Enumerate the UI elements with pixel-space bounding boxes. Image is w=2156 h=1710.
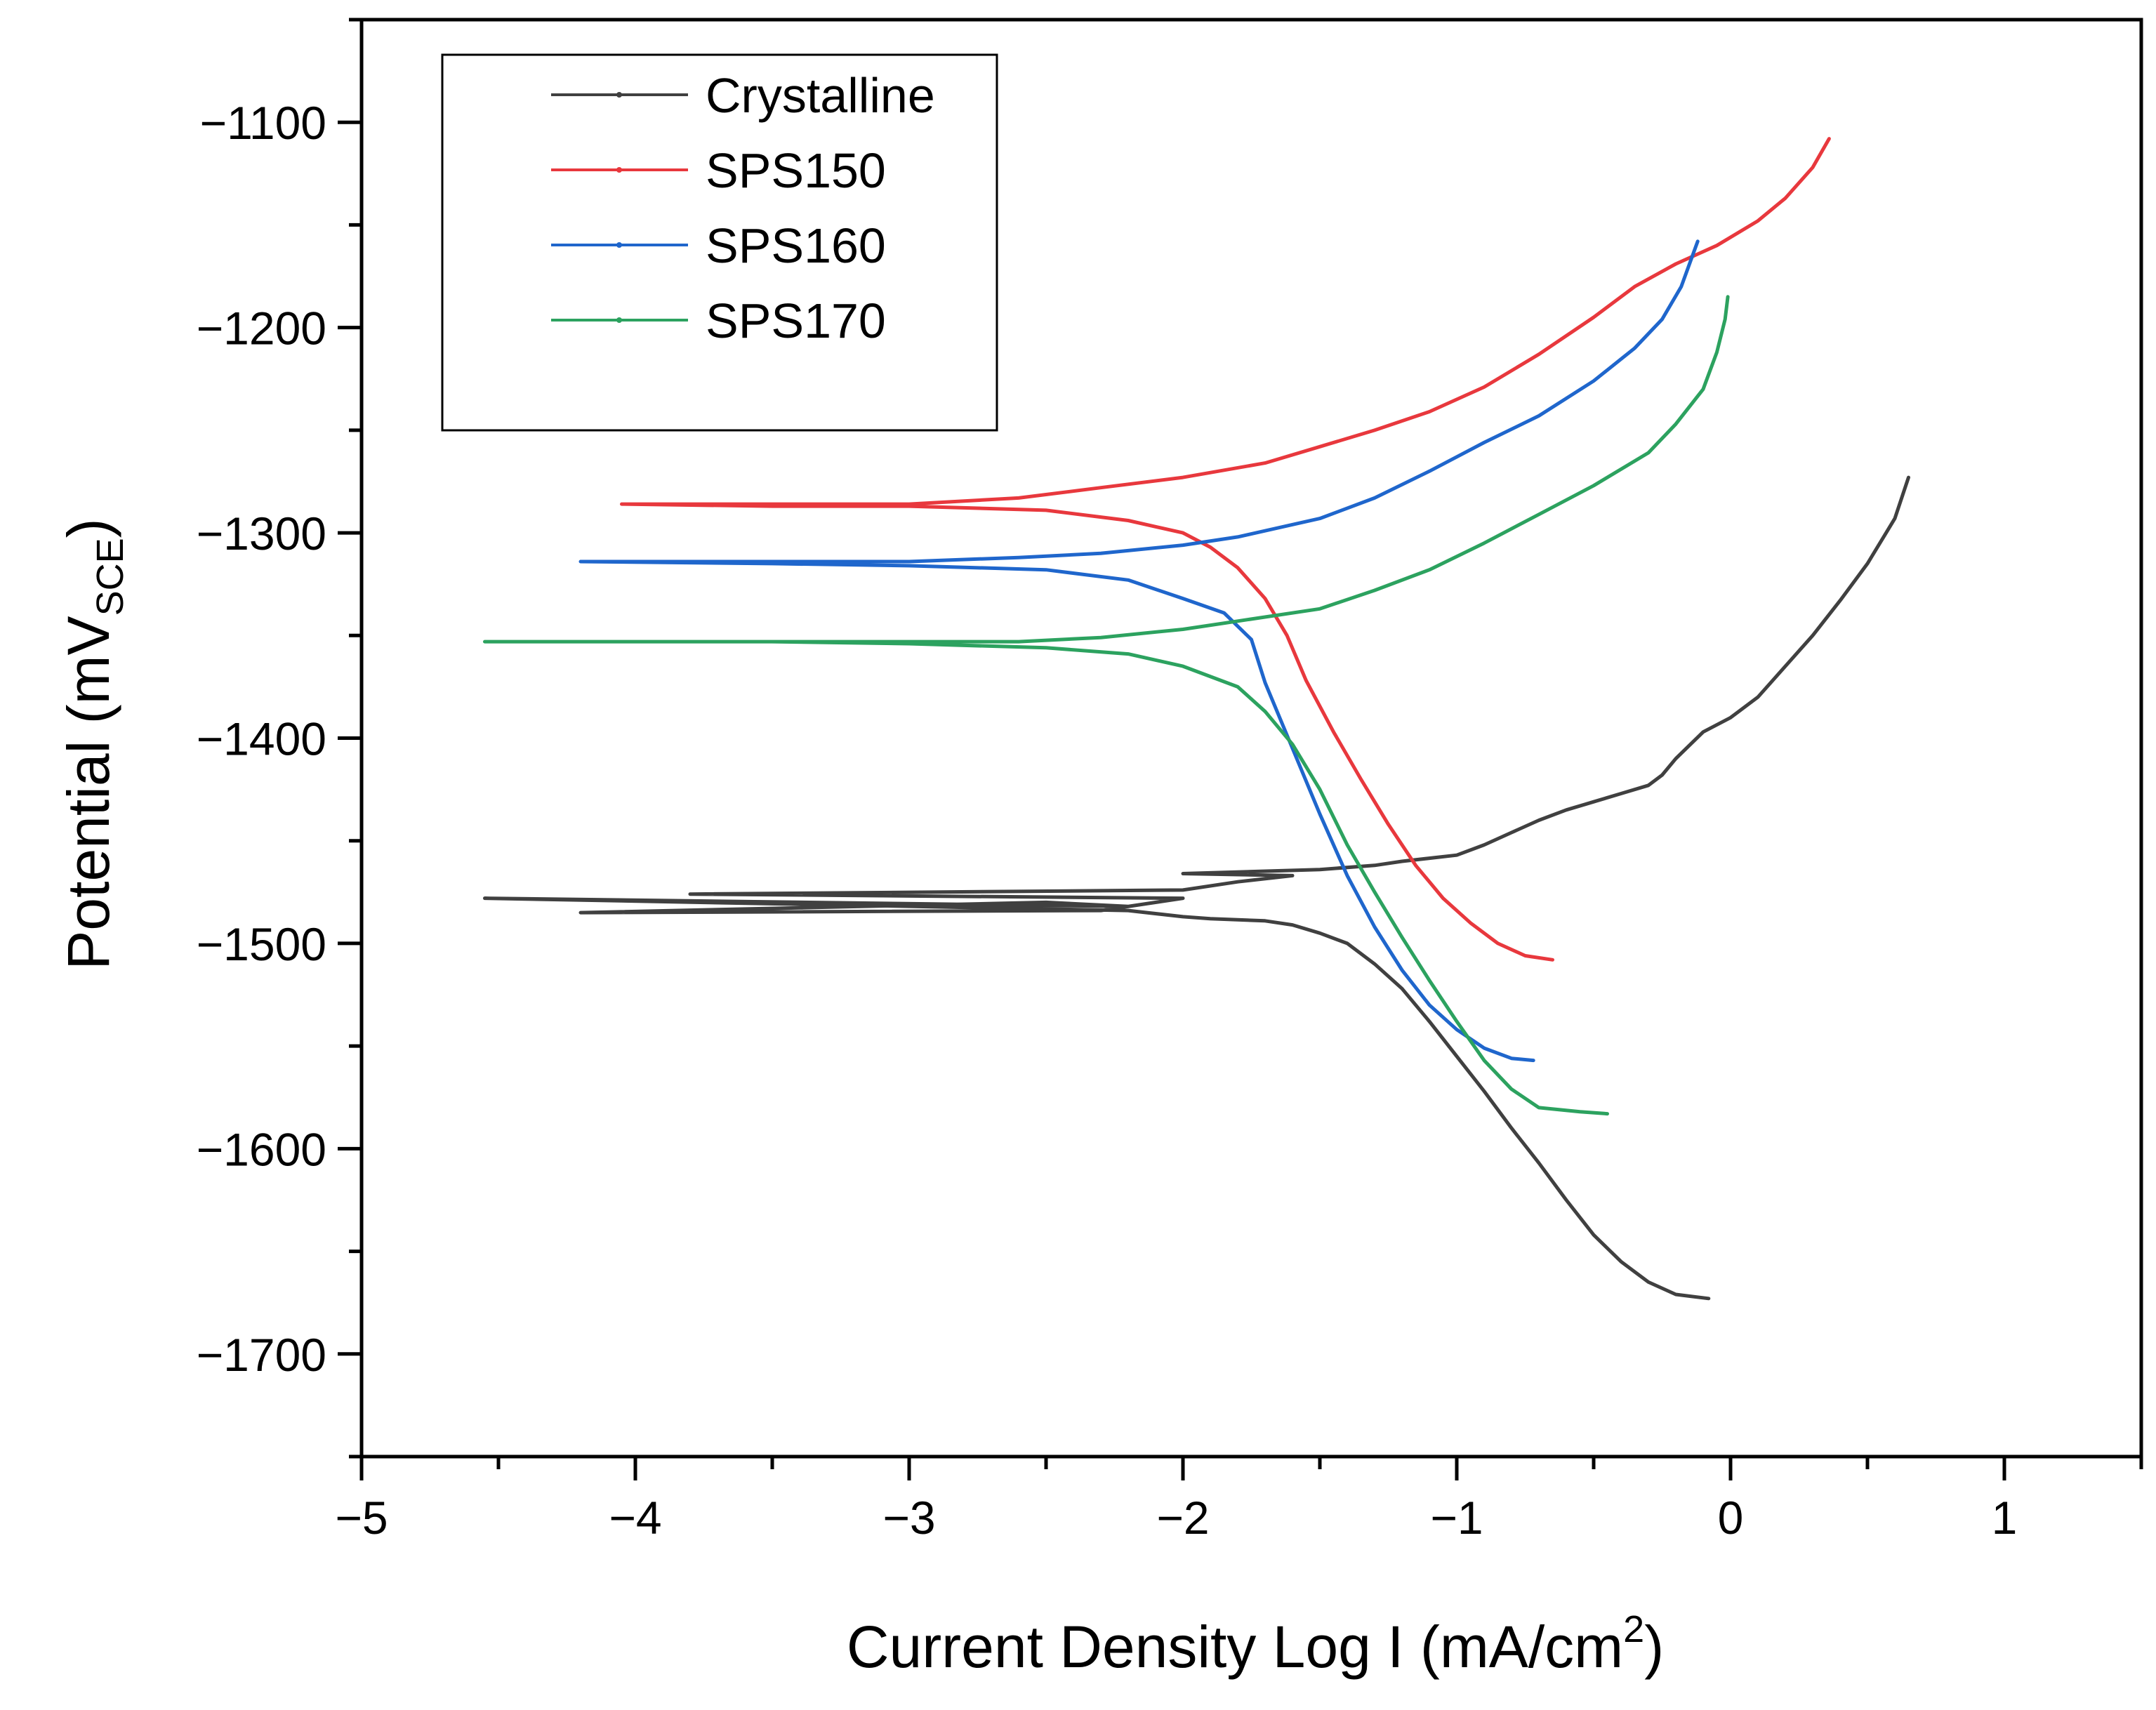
series-line-crystalline — [483, 475, 1910, 1301]
x-tick-label: −1 — [1430, 1492, 1483, 1544]
series-line-sps170 — [483, 295, 1730, 1116]
axis-ticks — [338, 18, 2143, 1480]
legend-label-sps160: SPS160 — [706, 218, 886, 273]
y-tick-label: −1200 — [197, 303, 326, 354]
x-tick-label: 0 — [1718, 1492, 1744, 1544]
x-axis-title-sup: 2 — [1623, 1608, 1644, 1650]
legend-label-crystalline: Crystalline — [706, 68, 935, 123]
y-tick-label: −1700 — [197, 1329, 326, 1381]
legend: Crystalline SPS150 SPS160 SPS170 — [441, 53, 998, 432]
y-tick-label: −1600 — [197, 1123, 326, 1175]
y-axis-tick-labels: −1700 −1600 −1500 −1400 −1300 −1200 −1100 — [197, 97, 326, 1381]
y-tick-label: −1500 — [197, 918, 326, 970]
legend-box — [441, 53, 998, 432]
y-axis-title-main: Potential (mV — [55, 616, 121, 969]
legend-marker-sps160 — [616, 242, 622, 248]
y-tick-label: −1300 — [197, 508, 326, 559]
y-tick-label: −1100 — [200, 97, 326, 149]
legend-label-sps150: SPS150 — [706, 143, 886, 198]
x-axis-tick-labels: −5 −4 −3 −2 −1 0 1 — [335, 1492, 2017, 1544]
y-tick-label: −1400 — [197, 713, 326, 765]
x-tick-label: −4 — [609, 1492, 661, 1544]
legend-label-sps170: SPS170 — [706, 293, 886, 348]
legend-marker-sps150 — [616, 167, 622, 173]
x-tick-label: −3 — [882, 1492, 935, 1544]
series-line-sps150 — [620, 137, 1831, 962]
legend-marker-crystalline — [616, 92, 622, 98]
x-tick-label: 1 — [1992, 1492, 2018, 1544]
y-axis-title-end: ) — [55, 518, 121, 538]
y-axis-title-sub: SCE — [89, 538, 131, 616]
series-layer — [483, 137, 1910, 1301]
x-tick-label: −5 — [335, 1492, 388, 1544]
y-axis-title: Potential (mVSCE) — [55, 518, 131, 969]
x-axis-title-end: ) — [1644, 1614, 1664, 1680]
x-axis-title: Current Density Log I (mA/cm2) — [847, 1608, 1664, 1680]
x-tick-label: −2 — [1156, 1492, 1209, 1544]
series-line-sps160 — [578, 239, 1700, 1063]
legend-marker-sps170 — [616, 317, 622, 323]
x-axis-title-main: Current Density Log I (mA/cm — [847, 1614, 1623, 1680]
